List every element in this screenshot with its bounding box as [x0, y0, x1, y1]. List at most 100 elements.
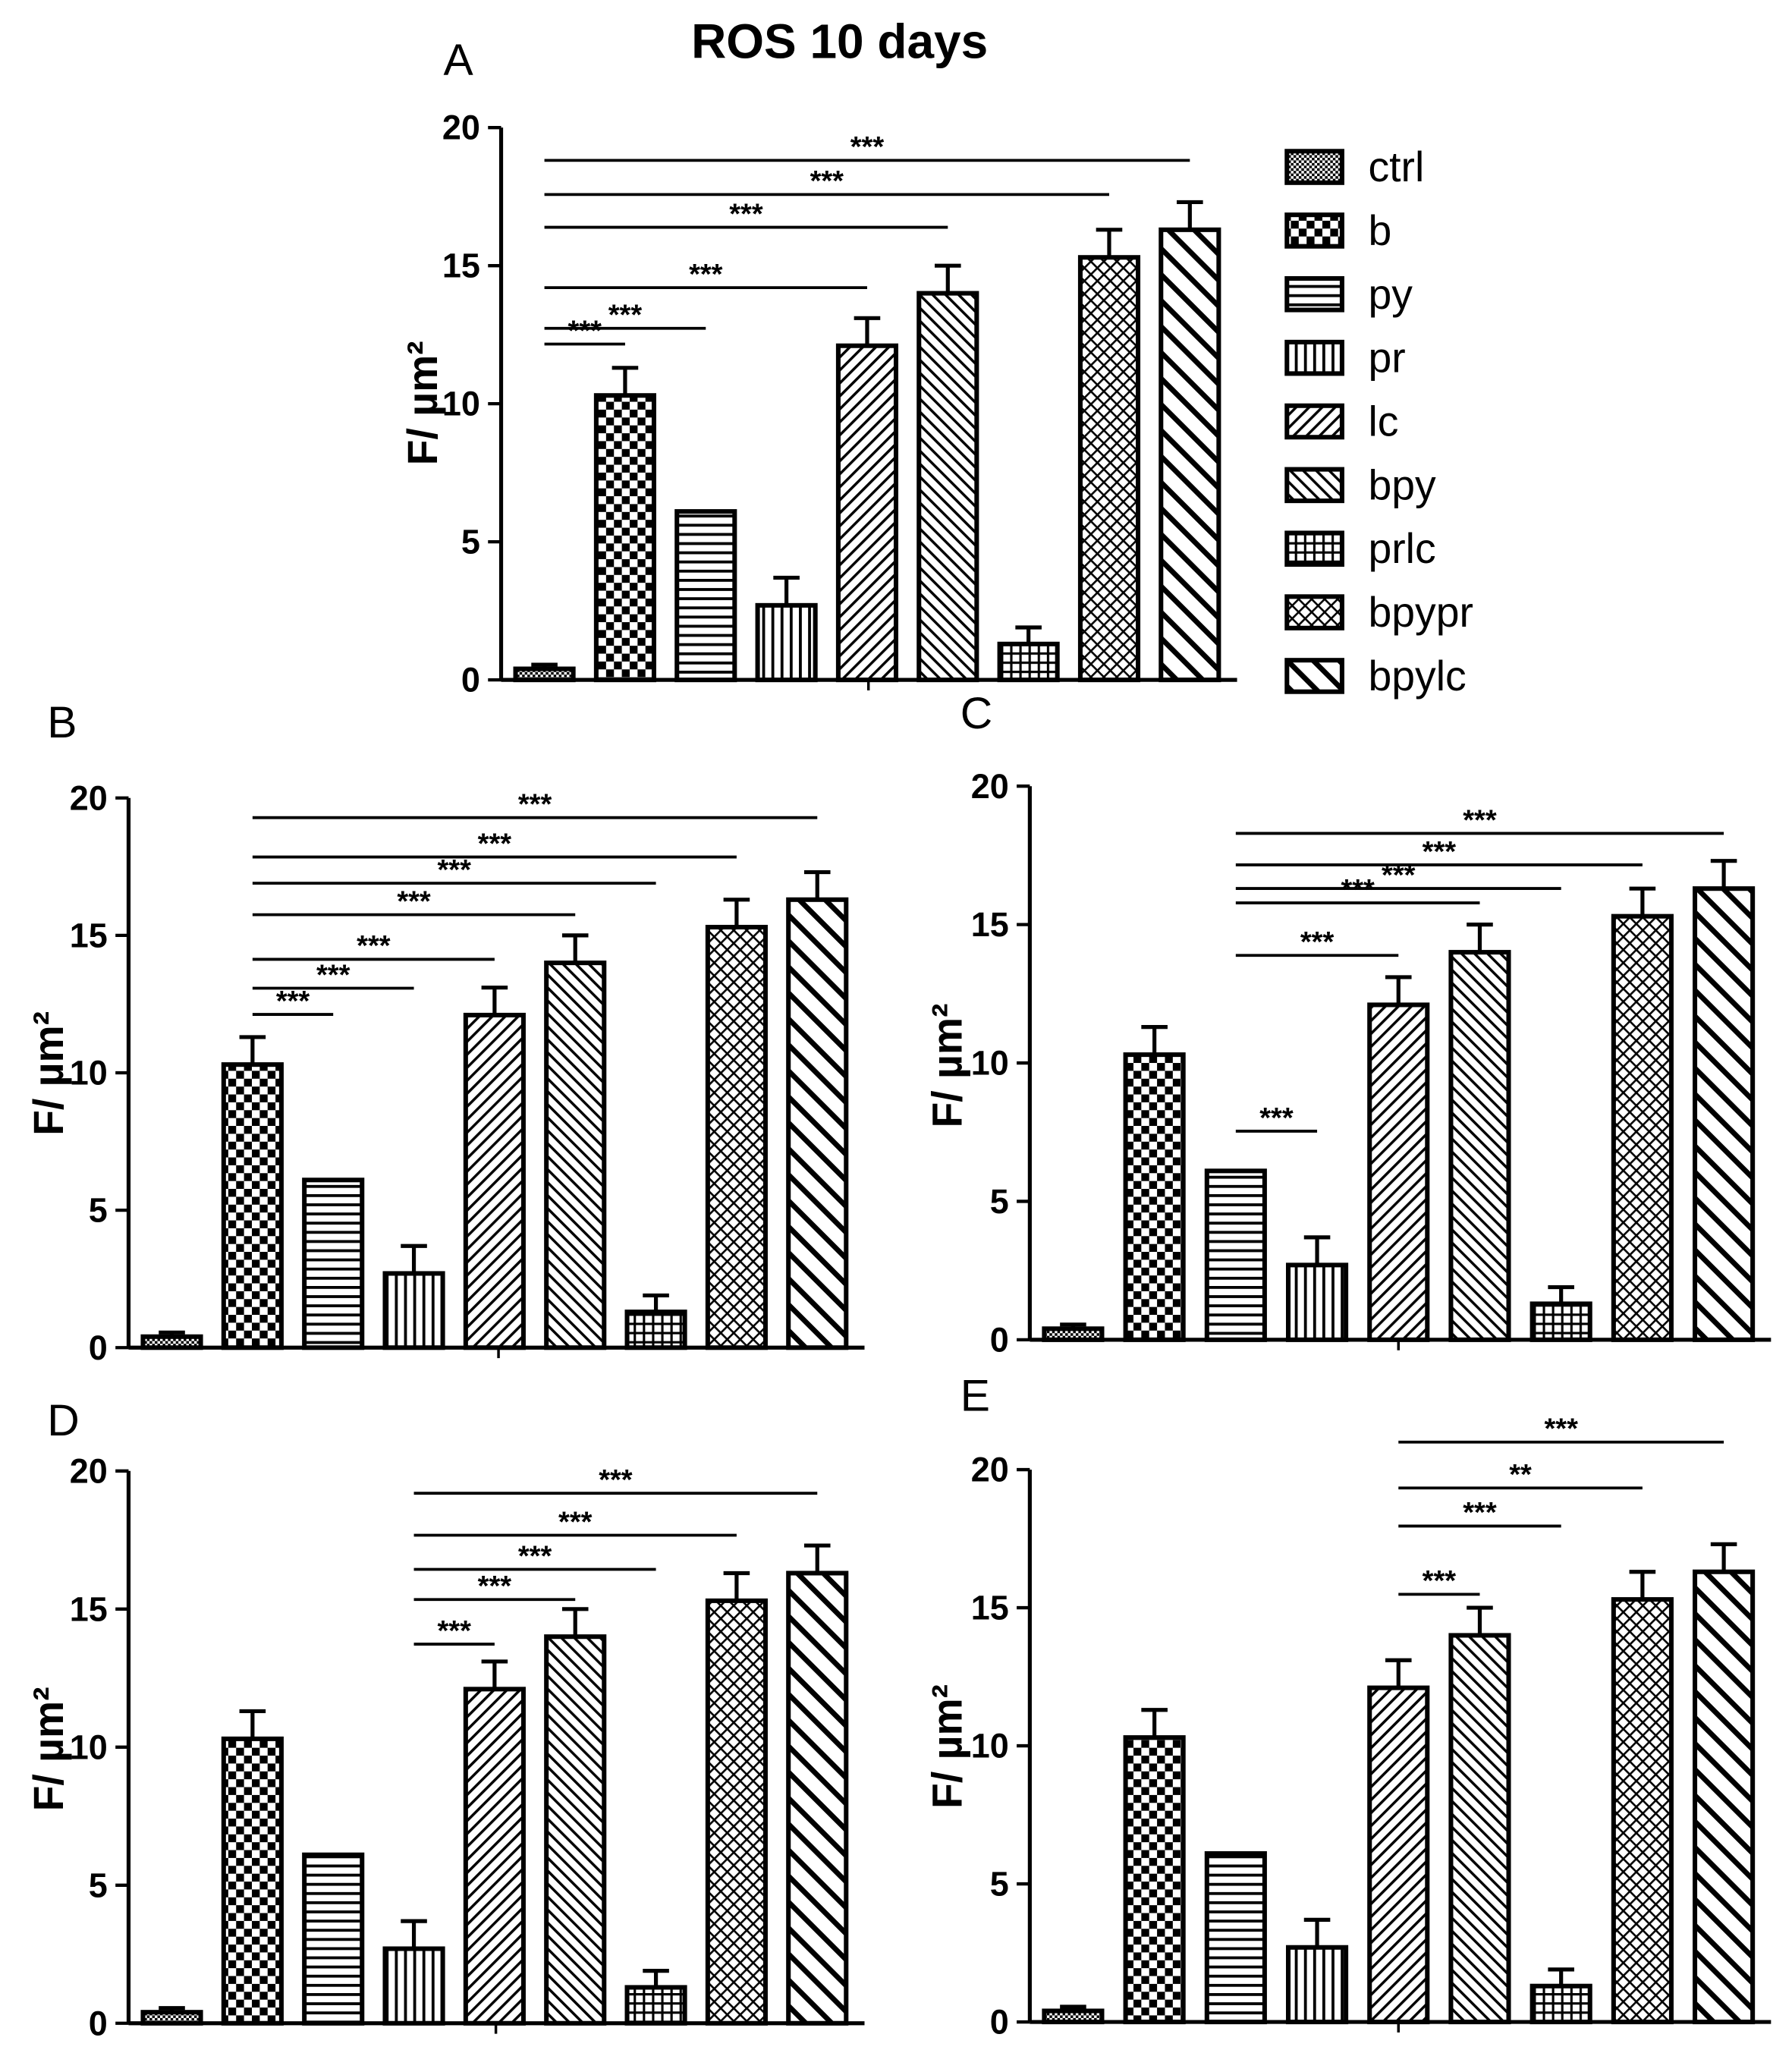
- bar-bpy: [544, 961, 607, 1350]
- legend-label: bpy: [1368, 461, 1436, 508]
- legend-label: b: [1368, 207, 1391, 254]
- y-tick-label: 0: [990, 1320, 1009, 1359]
- bar-bpypr: [705, 1598, 768, 2026]
- y-tick-label: 0: [89, 2004, 108, 2042]
- y-tick-label: 5: [89, 1191, 108, 1230]
- y-tick-label: 0: [89, 1328, 108, 1367]
- bar-pr: [382, 1271, 445, 1350]
- bar-pr: [1285, 1945, 1349, 2025]
- bar-py: [1204, 1168, 1267, 1342]
- y-tick-label: 20: [70, 1451, 108, 1490]
- bar-bpylc: [786, 897, 849, 1350]
- y-tick-label: 5: [89, 1866, 108, 1904]
- bar-bpylc: [1159, 227, 1221, 683]
- significance-label: ***: [1300, 926, 1335, 958]
- significance-label: ***: [397, 885, 431, 917]
- y-axis-label: F/ µm²: [25, 1011, 72, 1136]
- significance-label: ***: [568, 315, 602, 347]
- significance-label: ***: [599, 1464, 633, 1496]
- bar-bpy: [1448, 950, 1511, 1342]
- bar-bpylc: [1693, 886, 1756, 1342]
- bar-py: [302, 1852, 365, 2026]
- significance-label: ***: [1463, 1497, 1497, 1529]
- y-tick-label: 5: [461, 523, 480, 561]
- y-tick-label: 5: [990, 1182, 1009, 1221]
- y-tick-label: 5: [990, 1865, 1009, 1904]
- significance-label: **: [1509, 1459, 1532, 1491]
- legend-label: ctrl: [1368, 143, 1424, 190]
- significance-label: ***: [276, 986, 310, 1017]
- bar-prlc: [1529, 1301, 1592, 1342]
- bar-bpy: [916, 291, 979, 683]
- y-tick-label: 10: [70, 1728, 108, 1766]
- significance-label: ***: [1463, 804, 1497, 836]
- legend-swatch-pr: [1284, 339, 1344, 376]
- bar-bpypr: [1611, 1597, 1674, 2025]
- bar-lc: [463, 1687, 526, 2026]
- bar-lc: [463, 1012, 526, 1350]
- bar-bpypr: [705, 924, 768, 1350]
- y-tick-label: 10: [70, 1054, 108, 1093]
- bar-ctrl: [513, 666, 576, 683]
- y-tick-label: 15: [971, 1589, 1009, 1627]
- bar-ctrl: [1042, 2008, 1105, 2025]
- bar-b: [221, 1062, 284, 1350]
- panel-letter: C: [960, 689, 992, 738]
- legend-label: pr: [1368, 335, 1405, 382]
- legend-label: py: [1368, 271, 1413, 318]
- significance-label: ***: [438, 854, 472, 886]
- y-tick-label: 20: [971, 1451, 1009, 1489]
- bar-ctrl: [140, 1334, 203, 1350]
- significance-label: ***: [478, 1571, 512, 1602]
- y-tick-label: 20: [971, 767, 1009, 806]
- significance-label: ***: [357, 930, 391, 962]
- y-tick-label: 0: [461, 661, 480, 700]
- significance-label: ***: [608, 300, 643, 332]
- bar-bpypr: [1611, 913, 1674, 1342]
- legend-swatch-bpy: [1284, 467, 1344, 504]
- legend-swatch-bpypr: [1284, 594, 1344, 630]
- y-tick-label: 15: [70, 1589, 108, 1628]
- bar-py: [1204, 1850, 1267, 2025]
- legend-swatch-lc: [1284, 403, 1344, 440]
- bar-pr: [382, 1946, 445, 2026]
- bar-b: [593, 393, 657, 683]
- significance-label: ***: [316, 959, 351, 991]
- significance-label: ***: [729, 198, 763, 230]
- bar-bpypr: [1077, 255, 1141, 683]
- legend-label: prlc: [1368, 525, 1435, 572]
- chart-title: ROS 10 days: [691, 14, 988, 69]
- significance-label: ***: [810, 165, 844, 197]
- panel-letter: D: [47, 1396, 79, 1445]
- bar-b: [1123, 1735, 1186, 2025]
- panel-letter: A: [443, 36, 473, 85]
- y-tick-label: 0: [990, 2003, 1009, 2042]
- y-tick-label: 15: [971, 905, 1009, 944]
- bar-bpy: [544, 1634, 607, 2026]
- significance-label: ***: [1259, 1102, 1294, 1134]
- panel-letter: B: [47, 698, 77, 747]
- bar-prlc: [1529, 1983, 1592, 2025]
- bar-ctrl: [1042, 1326, 1105, 1342]
- legend-swatch-ctrl: [1284, 149, 1344, 185]
- significance-label: ***: [689, 259, 723, 291]
- legend-swatch-bpylc: [1284, 658, 1344, 694]
- bar-bpy: [1448, 1633, 1511, 2025]
- y-axis-label: F/ µm²: [25, 1687, 72, 1811]
- significance-label: ***: [478, 828, 512, 860]
- bar-bpylc: [1693, 1569, 1756, 2025]
- y-axis-label: F/ µm²: [923, 1684, 970, 1809]
- bar-pr: [755, 602, 818, 683]
- bar-lc: [1367, 1685, 1430, 2025]
- bar-b: [1123, 1052, 1186, 1342]
- y-tick-label: 15: [70, 916, 108, 954]
- bar-b: [221, 1736, 284, 2026]
- legend-swatch-py: [1284, 275, 1344, 313]
- y-tick-label: 10: [442, 385, 480, 423]
- y-axis-label: F/ µm²: [923, 1003, 970, 1127]
